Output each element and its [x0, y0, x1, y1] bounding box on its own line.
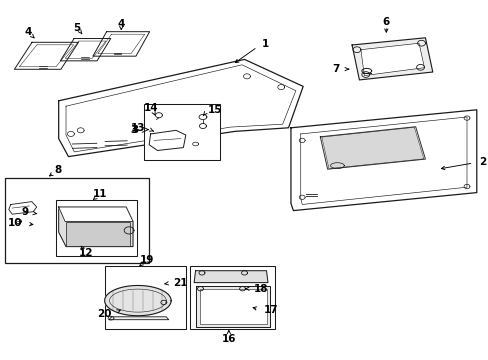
Polygon shape: [93, 32, 149, 56]
Polygon shape: [194, 271, 267, 283]
Text: 9: 9: [21, 207, 28, 217]
Text: 21: 21: [173, 278, 188, 288]
Polygon shape: [59, 207, 133, 247]
Text: 8: 8: [54, 165, 61, 175]
Bar: [189, 266, 275, 329]
Text: 12: 12: [78, 248, 93, 258]
Text: 2: 2: [478, 157, 486, 167]
Polygon shape: [104, 285, 171, 316]
Polygon shape: [15, 42, 78, 69]
Text: 18: 18: [254, 284, 268, 294]
Bar: [5, 178, 149, 263]
Text: 19: 19: [139, 255, 154, 265]
Text: 5: 5: [74, 23, 81, 33]
Text: 16: 16: [221, 334, 236, 344]
Polygon shape: [109, 317, 168, 320]
Text: 14: 14: [144, 103, 159, 113]
Text: 13: 13: [131, 123, 145, 133]
Polygon shape: [195, 286, 270, 327]
Text: 4: 4: [24, 27, 32, 37]
Text: 10: 10: [7, 218, 22, 228]
Polygon shape: [59, 207, 133, 221]
Text: 11: 11: [93, 189, 107, 199]
Bar: [144, 104, 220, 160]
Bar: [105, 266, 185, 329]
Bar: [66, 222, 129, 246]
Polygon shape: [60, 39, 110, 61]
Bar: [56, 200, 137, 256]
Text: 17: 17: [264, 305, 278, 315]
Polygon shape: [360, 43, 424, 76]
Polygon shape: [59, 59, 303, 157]
Bar: [199, 289, 266, 324]
Text: 15: 15: [207, 105, 222, 115]
Text: 6: 6: [382, 17, 389, 27]
Text: 4: 4: [117, 19, 125, 29]
Text: 3: 3: [130, 125, 137, 135]
Polygon shape: [351, 38, 432, 80]
Polygon shape: [9, 202, 37, 214]
Text: 20: 20: [97, 309, 111, 319]
Polygon shape: [290, 110, 476, 211]
Text: 7: 7: [332, 64, 339, 74]
Polygon shape: [149, 130, 185, 150]
Polygon shape: [320, 127, 425, 169]
Text: 3: 3: [131, 125, 139, 135]
Text: 1: 1: [261, 39, 268, 49]
